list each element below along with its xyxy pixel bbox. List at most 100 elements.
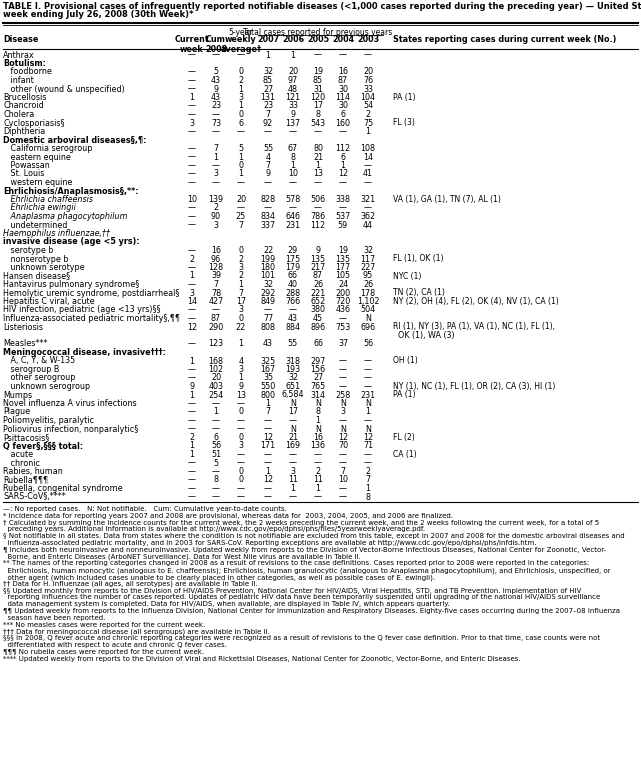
Text: **** Updated weekly from reports to the Division of Viral and Rickettsial Diseas: **** Updated weekly from reports to the … — [3, 656, 520, 662]
Text: 9: 9 — [213, 84, 219, 94]
Text: —: — — [188, 110, 196, 119]
Text: 3: 3 — [190, 288, 194, 298]
Text: —: — — [237, 492, 245, 501]
Text: Cholera: Cholera — [3, 110, 34, 119]
Text: 12: 12 — [187, 322, 197, 332]
Text: —: — — [188, 399, 196, 408]
Text: 12: 12 — [338, 170, 348, 178]
Text: —: — — [264, 425, 272, 433]
Text: 177: 177 — [335, 263, 351, 272]
Text: 96: 96 — [211, 254, 221, 264]
Text: 7: 7 — [265, 161, 271, 170]
Text: 2004: 2004 — [332, 35, 354, 44]
Text: 5-year: 5-year — [229, 28, 253, 37]
Text: 87: 87 — [338, 76, 348, 85]
Text: 55: 55 — [288, 339, 298, 349]
Text: 20: 20 — [363, 67, 373, 77]
Text: —: — — [212, 110, 220, 119]
Text: —: — — [188, 153, 196, 161]
Text: 48: 48 — [288, 84, 298, 94]
Text: 66: 66 — [288, 271, 298, 281]
Text: 90: 90 — [211, 212, 221, 221]
Text: 5: 5 — [213, 459, 219, 467]
Text: 77: 77 — [263, 314, 273, 323]
Text: —: — — [188, 305, 196, 315]
Text: Novel influenza A virus infections: Novel influenza A virus infections — [3, 399, 137, 408]
Text: 288: 288 — [285, 288, 301, 298]
Text: 5: 5 — [238, 144, 244, 153]
Text: 156: 156 — [310, 365, 326, 374]
Text: —: — — [188, 339, 196, 349]
Text: 0: 0 — [238, 110, 244, 119]
Text: Hantavirus pulmonary syndrome§: Hantavirus pulmonary syndrome§ — [3, 280, 139, 289]
Text: 20: 20 — [236, 195, 246, 204]
Text: 403: 403 — [208, 382, 224, 391]
Text: 221: 221 — [310, 288, 326, 298]
Text: —: — — [339, 50, 347, 60]
Text: Ehrlichiosis, human monocytic (analogous to E. chaffeensis); Ehrlichiosis, human: Ehrlichiosis, human monocytic (analogous… — [3, 567, 611, 574]
Text: —: — — [314, 492, 322, 501]
Text: 78: 78 — [211, 288, 221, 298]
Text: —: — — [314, 459, 322, 467]
Text: 44: 44 — [363, 221, 373, 229]
Text: Hansen disease§: Hansen disease§ — [3, 271, 70, 281]
Text: 1: 1 — [265, 399, 271, 408]
Text: —: — — [188, 484, 196, 493]
Text: —: — — [212, 178, 220, 187]
Text: 135: 135 — [310, 254, 326, 264]
Text: Poliovirus infection, nonparalytic§: Poliovirus infection, nonparalytic§ — [3, 425, 138, 433]
Text: Meningococcal disease, invasive†††:: Meningococcal disease, invasive†††: — [3, 348, 166, 357]
Text: 112: 112 — [335, 144, 351, 153]
Text: 8: 8 — [365, 492, 370, 501]
Text: 67: 67 — [288, 144, 298, 153]
Text: 22: 22 — [236, 322, 246, 332]
Text: —: — — [289, 305, 297, 315]
Text: ¶ Includes both neuroinvasive and nonneuroinvasive. Updated weekly from reports : ¶ Includes both neuroinvasive and nonneu… — [3, 547, 606, 553]
Text: —: — — [364, 382, 372, 391]
Text: 76: 76 — [363, 76, 373, 85]
Text: differentiated with respect to acute and chronic Q fever cases.: differentiated with respect to acute and… — [3, 642, 227, 648]
Text: 884: 884 — [285, 322, 301, 332]
Text: §§ Updated monthly from reports to the Division of HIV/AIDS Prevention, National: §§ Updated monthly from reports to the D… — [3, 587, 581, 594]
Text: 652: 652 — [310, 297, 326, 306]
Text: 27: 27 — [263, 84, 273, 94]
Text: OK (1), WA (3): OK (1), WA (3) — [393, 331, 454, 340]
Text: 0: 0 — [238, 161, 244, 170]
Text: —: — — [237, 204, 245, 212]
Text: 21: 21 — [288, 433, 298, 442]
Text: —: — — [364, 416, 372, 425]
Text: —: — — [188, 221, 196, 229]
Text: 55: 55 — [263, 144, 273, 153]
Text: 180: 180 — [260, 263, 276, 272]
Text: weekly
average†: weekly average† — [221, 35, 262, 54]
Text: —: — — [364, 459, 372, 467]
Text: 6: 6 — [238, 119, 244, 128]
Text: 30: 30 — [338, 84, 348, 94]
Text: 849: 849 — [260, 297, 276, 306]
Text: Ehrlichiosis/Anaplasmosis§,**:: Ehrlichiosis/Anaplasmosis§,**: — [3, 187, 138, 195]
Text: 1,102: 1,102 — [357, 297, 379, 306]
Text: N: N — [365, 425, 371, 433]
Text: 1: 1 — [290, 50, 296, 60]
Text: —: — — [314, 204, 322, 212]
Text: 550: 550 — [260, 382, 276, 391]
Text: 231: 231 — [360, 391, 376, 399]
Text: —: — — [188, 492, 196, 501]
Text: 834: 834 — [260, 212, 276, 221]
Text: —: — — [339, 178, 347, 187]
Text: unknown serotype: unknown serotype — [3, 263, 85, 272]
Text: 4: 4 — [238, 356, 244, 366]
Text: 139: 139 — [208, 195, 224, 204]
Text: Hepatitis C viral, acute: Hepatitis C viral, acute — [3, 297, 95, 306]
Text: —: — — [339, 204, 347, 212]
Text: 1: 1 — [340, 161, 345, 170]
Text: —: — — [237, 459, 245, 467]
Text: 200: 200 — [335, 288, 351, 298]
Text: 45: 45 — [313, 314, 323, 323]
Text: 10: 10 — [338, 476, 348, 484]
Text: 651: 651 — [285, 382, 301, 391]
Text: —: — — [289, 416, 297, 425]
Text: 9: 9 — [190, 382, 195, 391]
Text: 0: 0 — [238, 467, 244, 476]
Text: 254: 254 — [208, 391, 224, 399]
